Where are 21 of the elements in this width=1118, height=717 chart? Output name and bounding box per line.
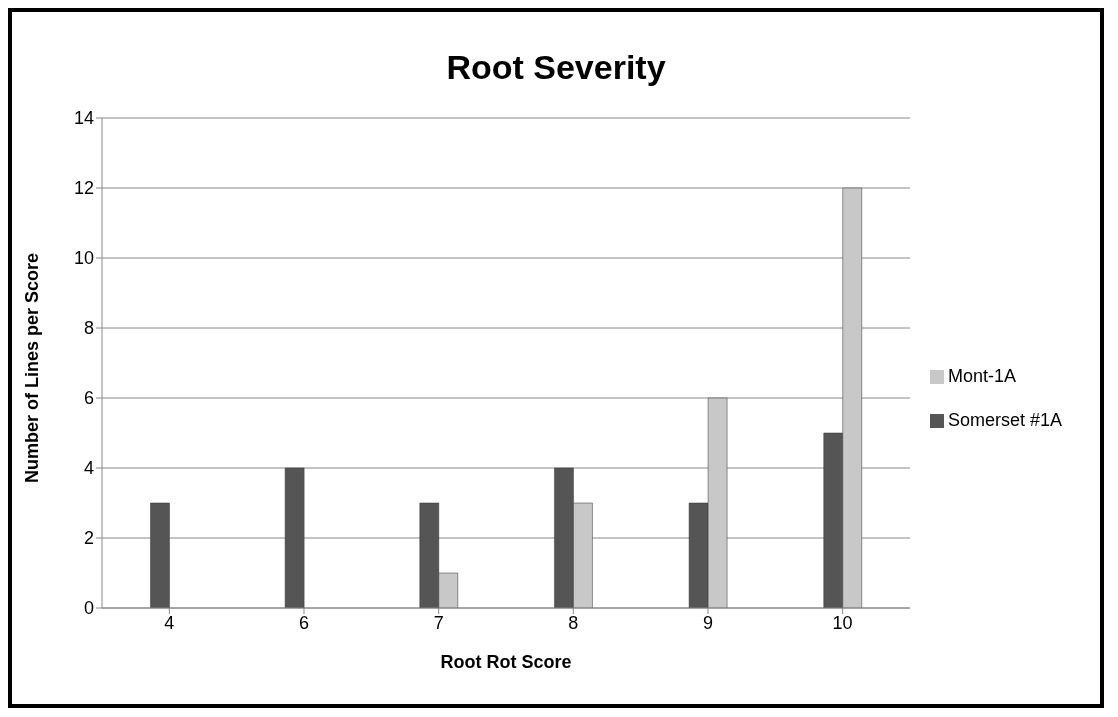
x-tick-label: 4 [164,612,175,633]
legend-label: Mont-1A [947,366,1016,386]
y-tick-label: 14 [73,108,94,129]
x-axis-title: Root Rot Score [440,652,572,672]
bar [150,502,170,608]
chart-title: Root Severity [445,48,667,88]
y-tick-label: 6 [83,388,94,409]
legend-label: Somerset #1A [947,410,1062,430]
x-tick-label: 7 [433,612,444,633]
y-axis-title: Number of Lines per Score [22,252,43,483]
y-tick-label: 0 [83,598,94,619]
y-tick-label: 8 [83,318,94,339]
y-tick-label: 10 [73,248,94,269]
y-tick-label: 12 [73,178,94,199]
y-tick-label: 2 [83,528,94,549]
bar [284,467,305,608]
x-tick-label: 6 [298,612,309,633]
x-tick-label: 10 [832,612,853,633]
x-tick-label: 8 [568,612,579,633]
x-tick-label: 9 [702,612,713,633]
y-tick-label: 4 [83,458,94,479]
